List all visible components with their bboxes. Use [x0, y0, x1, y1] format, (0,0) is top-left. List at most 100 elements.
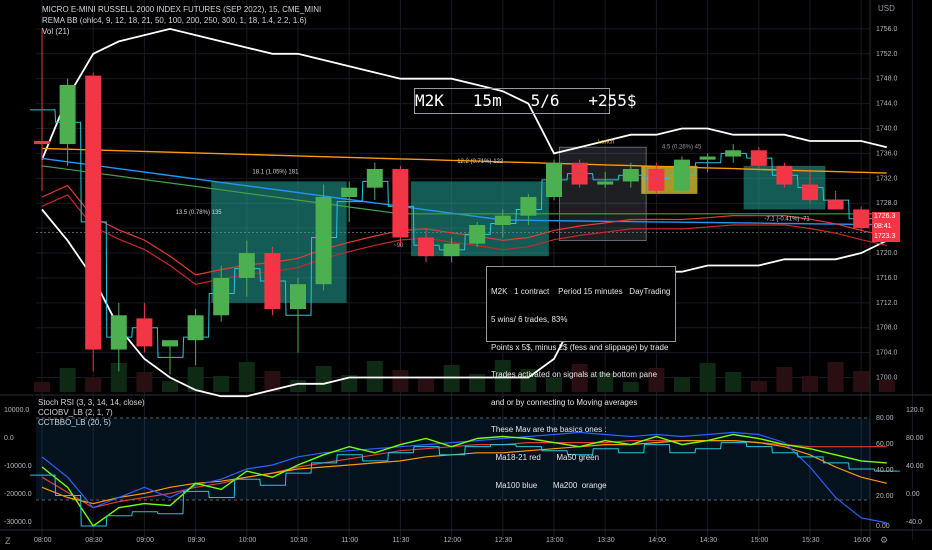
- volume-bar: [136, 372, 153, 392]
- oscillator-pane: 10000.0 0.0 -10000.0 -20000.0 -30000.0 120.0 8…: [4, 407, 924, 530]
- price-tick-label: 1752.0: [876, 51, 898, 58]
- volume-bar: [776, 367, 793, 392]
- volume-bar: [264, 371, 281, 392]
- time-axis[interactable]: 08:00 08:30 09:00 09:30 10:00 10:30 11:00 11:30…: [34, 537, 871, 544]
- osc-left-tick: 0.0: [4, 435, 14, 442]
- volume-bar: [597, 373, 614, 392]
- candle-body: [520, 197, 537, 216]
- close-price-badge: 1723.3: [872, 232, 900, 242]
- trade-box: [559, 147, 647, 241]
- bollinger-upper: [41, 27, 888, 160]
- volume-bar: [469, 374, 486, 392]
- time-tick-label: 10:00: [239, 537, 257, 544]
- price-tick-label: 1712.0: [876, 300, 898, 307]
- price-axis[interactable]: 1700.01704.01708.01712.01716.01720.01724…: [876, 26, 898, 382]
- osc-inner-tick: 80.00: [876, 415, 894, 422]
- cciobv-label[interactable]: CCIOBV_LB (2, 1, 7): [38, 408, 113, 417]
- volume-bar: [494, 360, 511, 392]
- osc-left-tick: -20000.0: [4, 491, 32, 498]
- time-tick-label: 16:00: [853, 537, 871, 544]
- stoch-rsi-label[interactable]: Stoch RSI (3, 3, 14, 14, close): [38, 398, 145, 407]
- last-price-badge: 1726.3: [872, 212, 900, 222]
- candle-body: [136, 318, 153, 347]
- candle-body: [59, 84, 76, 145]
- candle-body: [110, 315, 127, 350]
- countdown-badge: 08:41: [872, 222, 900, 232]
- note-line: Points x 5$, minus 2$ (fess and slippage…: [491, 342, 669, 352]
- volume-bar: [110, 363, 127, 392]
- time-tick-label: 13:30: [597, 537, 615, 544]
- time-tick-label: 12:30: [495, 537, 513, 544]
- price-tick-label: 1720.0: [876, 250, 898, 257]
- trade-label: ~90: [393, 243, 404, 249]
- candle-body: [315, 197, 332, 285]
- volume-bar: [315, 366, 332, 392]
- trade-label: Lunch: [598, 139, 614, 145]
- volume-bar: [34, 382, 50, 392]
- osc-step-line: [30, 442, 900, 527]
- osc-inner-tick: 60.00: [876, 441, 894, 448]
- candle-body: [341, 187, 358, 197]
- strategy-note: M2K 1 contract Period 15 minutes DayTrad…: [486, 266, 676, 490]
- osc-inner-tick: 0.00: [876, 523, 890, 530]
- osc-right-tick: 40.00: [906, 463, 924, 470]
- osc-left-tick: 10000.0: [4, 407, 29, 414]
- candle-body: [597, 181, 614, 185]
- settings-gear-icon[interactable]: ⚙: [880, 535, 889, 545]
- volume-indicator-label[interactable]: Vol (21): [42, 27, 70, 36]
- volume-bar: [85, 377, 102, 392]
- volume-bar: [238, 362, 255, 392]
- time-tick-label: 14:00: [648, 537, 666, 544]
- symbol-title[interactable]: MICRO E-MINI RUSSELL 2000 INDEX FUTURES …: [42, 5, 322, 14]
- candle-body: [546, 162, 562, 197]
- note-line: Trades activated on signals at the botto…: [491, 370, 658, 380]
- main-legend: MICRO E-MINI RUSSELL 2000 INDEX FUTURES …: [42, 4, 321, 37]
- candle-body: [750, 150, 767, 166]
- volume-bar: [59, 368, 76, 392]
- volume-bar: [546, 378, 562, 392]
- candles: [34, 28, 895, 375]
- price-tick-label: 1704.0: [876, 350, 898, 357]
- candle-body: [366, 168, 383, 188]
- price-tick-label: 1756.0: [876, 26, 898, 33]
- volume-bar: [648, 368, 665, 392]
- time-tick-label: 11:00: [341, 537, 358, 544]
- price-tick-label: 1716.0: [876, 275, 898, 282]
- time-tick-label: 15:30: [802, 537, 820, 544]
- zoom-reset-button[interactable]: Z: [5, 536, 11, 546]
- price-tick-label: 1744.0: [876, 101, 898, 108]
- stoch-band: [36, 418, 870, 500]
- candle-body: [213, 277, 230, 316]
- volume-bar: [571, 364, 588, 392]
- time-tick-label: 08:30: [85, 537, 103, 544]
- candle-body: [494, 215, 511, 226]
- volume-bar: [418, 379, 434, 392]
- rema-indicator-label[interactable]: REMA BB (ohlc4, 9, 12, 18, 21, 50, 100, …: [42, 16, 307, 25]
- note-line: and or by connecting to Moving averages: [491, 397, 638, 407]
- note-line: 5 wins/ 6 trades, 83%: [491, 315, 568, 325]
- candle-body: [776, 165, 793, 185]
- moving-averages: [30, 27, 900, 398]
- ma18-line: [41, 184, 887, 276]
- candle-body: [162, 340, 178, 347]
- price-tick-label: 1700.0: [876, 375, 898, 382]
- candle-body: [85, 75, 102, 350]
- ma200-line: [41, 147, 887, 174]
- time-tick-label: 14:30: [700, 537, 718, 544]
- time-tick-label: 11:30: [392, 537, 409, 544]
- volume-bar: [674, 377, 690, 392]
- osc-inner-tick: 40.00: [876, 467, 894, 474]
- oscillator-legend: Stoch RSI (3, 3, 14, 14, close) CCIOBV_L…: [38, 398, 145, 428]
- volume-bar: [725, 372, 742, 392]
- osc-right-tick: 120.0: [906, 407, 924, 414]
- candle-body: [443, 243, 460, 257]
- price-tick-label: 1736.0: [876, 150, 898, 157]
- time-tick-label: 08:00: [34, 537, 52, 544]
- step-line: [30, 109, 900, 358]
- candle-body: [187, 315, 204, 341]
- cctbbo-label[interactable]: CCTBBO_LB (20, 5): [38, 418, 111, 427]
- time-tick-label: 09:30: [188, 537, 206, 544]
- volume-bar: [827, 362, 844, 392]
- candle-body: [392, 168, 409, 238]
